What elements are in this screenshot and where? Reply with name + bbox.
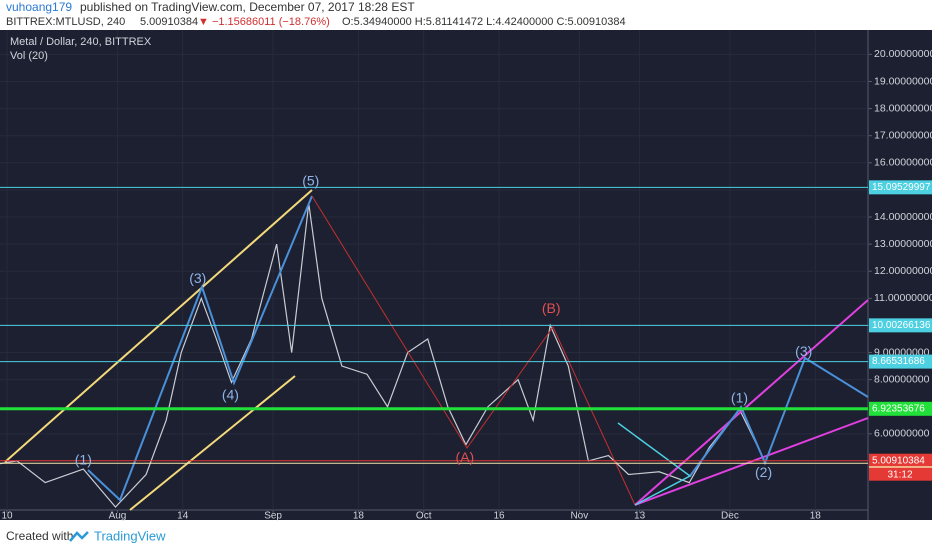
wave-label: (A) bbox=[456, 449, 475, 465]
x-tick-label: Aug bbox=[109, 511, 127, 522]
x-tick-label: Nov bbox=[570, 511, 588, 522]
x-tick-label: 14 bbox=[177, 511, 189, 522]
x-tick-label: Dec bbox=[721, 511, 739, 522]
countdown-tag bbox=[869, 467, 932, 481]
footer-bg bbox=[0, 520, 932, 550]
countdown: 31:12 bbox=[887, 469, 912, 480]
footer-brand[interactable]: TradingView bbox=[94, 528, 166, 543]
wave-label: (3) bbox=[189, 270, 206, 286]
footer-logo bbox=[69, 531, 89, 542]
x-tick-label: 18 bbox=[810, 511, 822, 522]
wave-label: (5) bbox=[302, 172, 319, 188]
symbol: BITTREX:MTLUSD, 240 bbox=[6, 16, 125, 28]
level-tag-label: 6.92353676 bbox=[872, 403, 925, 414]
level-tag bbox=[869, 354, 932, 369]
y-tick-label: 18.00000000 bbox=[874, 102, 932, 114]
wave-label: (4) bbox=[222, 387, 239, 403]
x-tick-label: 13 bbox=[634, 511, 646, 522]
y-tick-label: 13.00000000 bbox=[874, 238, 932, 250]
x-tick-label: 16 bbox=[493, 511, 505, 522]
y-tick-label: 6.00000000 bbox=[874, 428, 930, 440]
level-tag bbox=[869, 180, 932, 195]
published: published on TradingView.com, December 0… bbox=[80, 0, 415, 14]
drawings bbox=[4, 189, 869, 511]
x-tick-label: Oct bbox=[416, 511, 432, 522]
y-tick-label: 12.00000000 bbox=[874, 265, 932, 277]
level-tag-label: 5.00910384 bbox=[872, 455, 925, 466]
plot: (1) (3) (4) (5) (A) (B) (1) (2) (3) bbox=[0, 30, 869, 511]
y-tick-label: 20.00000000 bbox=[874, 48, 932, 60]
y-tick-label: 11.00000000 bbox=[874, 292, 932, 304]
wave-label: (1) bbox=[731, 389, 748, 405]
chart-bg bbox=[0, 30, 932, 520]
y-tick-label: 16.00000000 bbox=[874, 157, 932, 169]
wave-label: (B) bbox=[542, 300, 561, 316]
wedge-line bbox=[634, 417, 869, 506]
header-bg bbox=[0, 0, 932, 30]
level-tag bbox=[869, 318, 932, 333]
level-tag-label: 10.00266136 bbox=[872, 320, 931, 331]
y-tick-label: 14.00000000 bbox=[874, 211, 932, 223]
y-tick-label: 17.00000000 bbox=[874, 129, 932, 141]
price: 5.00910384 bbox=[140, 16, 198, 28]
wave-label: (2) bbox=[755, 464, 772, 480]
grid bbox=[0, 30, 868, 510]
level-tag-label: 8.66531686 bbox=[872, 356, 925, 367]
triangle-line bbox=[617, 422, 692, 506]
y-tick-label: 8.00000000 bbox=[874, 373, 930, 385]
chart-title: Metal / Dollar, 240, BITTREX bbox=[10, 36, 152, 48]
channel-line bbox=[4, 189, 313, 463]
ohlc: O:5.34940000 H:5.81141472 L:4.42400000 C… bbox=[342, 16, 626, 28]
footer-created: Created with bbox=[6, 529, 73, 543]
abc-line bbox=[311, 195, 636, 506]
level-tag bbox=[869, 453, 932, 468]
wave-label: (1) bbox=[75, 452, 92, 468]
wave-label: (3) bbox=[795, 343, 812, 359]
change: ▼ −1.15686011 (−18.76%) bbox=[198, 16, 330, 28]
level-tag bbox=[869, 401, 932, 416]
wave-line bbox=[87, 195, 313, 502]
level-tag-label: 15.09529997 bbox=[872, 182, 931, 193]
x-tick-label: 18 bbox=[353, 511, 365, 522]
author[interactable]: vuhoang179 bbox=[6, 0, 72, 14]
x-tick-label: Sep bbox=[264, 511, 282, 522]
chart-subtitle: Vol (20) bbox=[10, 50, 48, 62]
y-tick-label: 19.00000000 bbox=[874, 75, 932, 87]
wedge-line bbox=[634, 299, 869, 506]
x-tick-label: 10 bbox=[1, 511, 13, 522]
price-line bbox=[0, 203, 766, 508]
channel-line bbox=[129, 375, 296, 511]
